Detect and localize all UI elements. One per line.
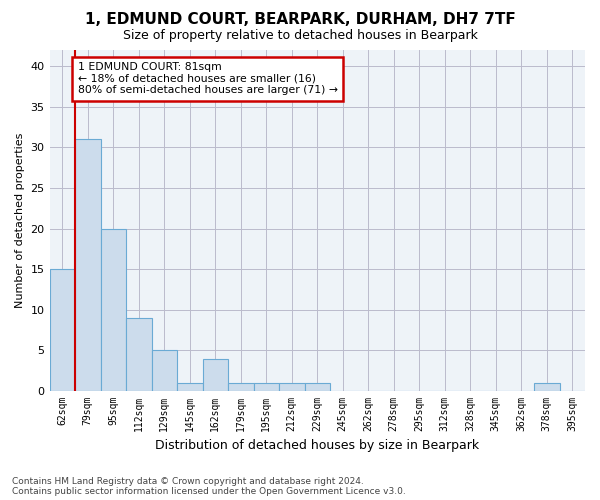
Bar bbox=[534, 383, 560, 391]
Text: 1 EDMUND COURT: 81sqm
← 18% of detached houses are smaller (16)
80% of semi-deta: 1 EDMUND COURT: 81sqm ← 18% of detached … bbox=[77, 62, 338, 96]
Bar bbox=[126, 318, 152, 391]
Y-axis label: Number of detached properties: Number of detached properties bbox=[15, 133, 25, 308]
Text: Contains public sector information licensed under the Open Government Licence v3: Contains public sector information licen… bbox=[12, 487, 406, 496]
Bar bbox=[254, 383, 279, 391]
Bar bbox=[203, 358, 228, 391]
Bar bbox=[177, 383, 203, 391]
Bar bbox=[50, 269, 75, 391]
Bar bbox=[152, 350, 177, 391]
Text: Contains HM Land Registry data © Crown copyright and database right 2024.: Contains HM Land Registry data © Crown c… bbox=[12, 477, 364, 486]
Text: Size of property relative to detached houses in Bearpark: Size of property relative to detached ho… bbox=[122, 29, 478, 42]
X-axis label: Distribution of detached houses by size in Bearpark: Distribution of detached houses by size … bbox=[155, 440, 479, 452]
Bar bbox=[228, 383, 254, 391]
Bar bbox=[75, 140, 101, 391]
Bar bbox=[305, 383, 330, 391]
Text: 1, EDMUND COURT, BEARPARK, DURHAM, DH7 7TF: 1, EDMUND COURT, BEARPARK, DURHAM, DH7 7… bbox=[85, 12, 515, 28]
Bar bbox=[101, 228, 126, 391]
Bar bbox=[279, 383, 305, 391]
